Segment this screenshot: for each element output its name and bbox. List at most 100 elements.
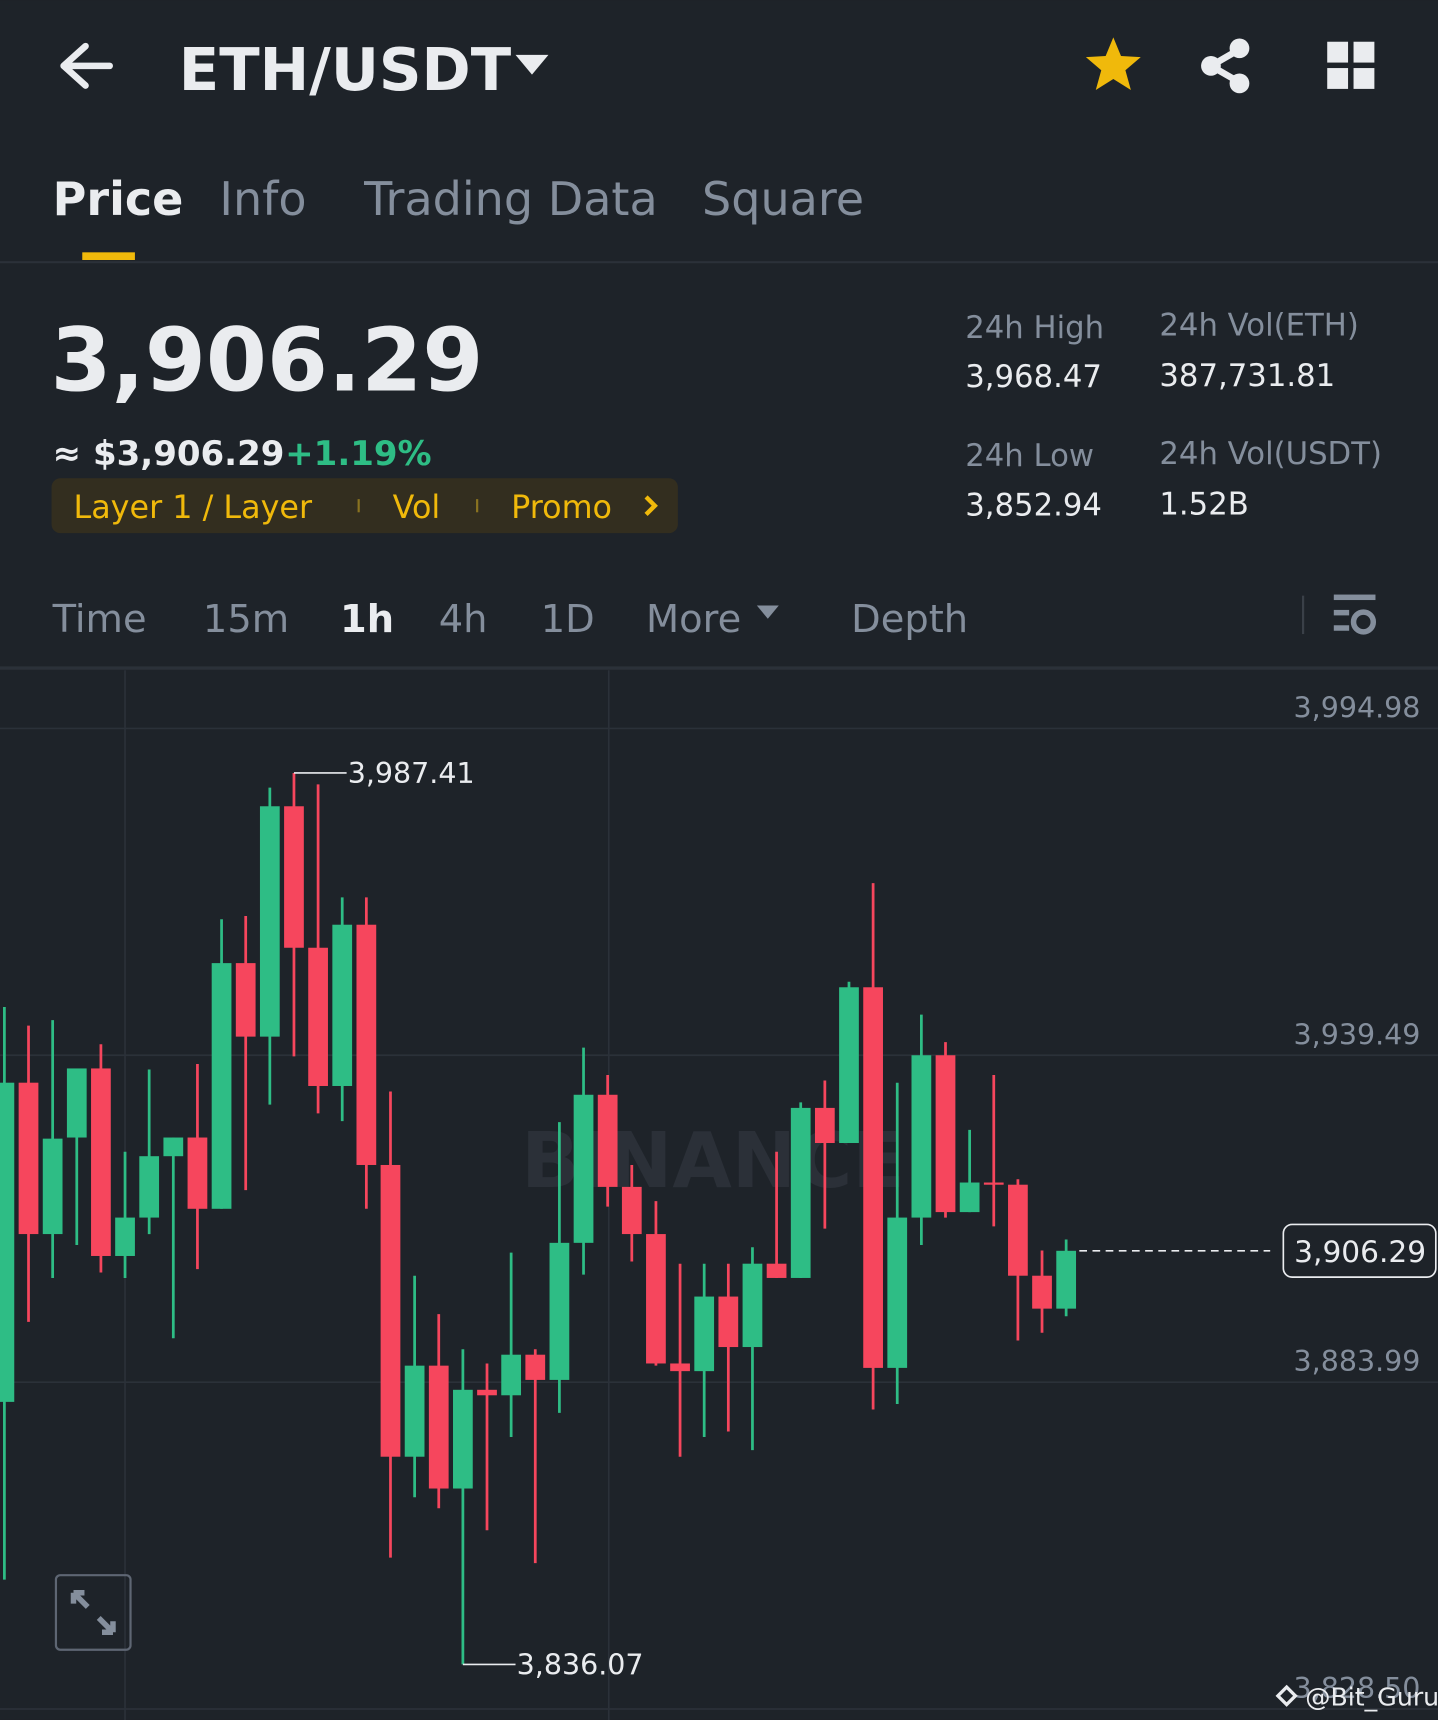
tag-background (51, 478, 678, 534)
candle-body (308, 947, 328, 1086)
tag-chevron (644, 495, 658, 517)
candle-body (332, 924, 353, 1086)
candle-body (597, 1094, 618, 1187)
stat-value: 3,968.47 (965, 359, 1102, 395)
tab[interactable]: Price (53, 172, 184, 226)
candle-body (0, 1082, 15, 1402)
candle-body (187, 1137, 208, 1209)
expand-button[interactable] (54, 1574, 132, 1651)
candle-body (839, 987, 859, 1144)
candle-body (356, 924, 377, 1165)
interval[interactable]: Time (52, 597, 147, 642)
pair-title[interactable]: ETH/USDT (179, 35, 512, 104)
candle-body (235, 963, 256, 1037)
back-button[interactable] (60, 42, 113, 89)
stat-label: 24h Low (965, 438, 1094, 474)
grid-cell (1353, 41, 1375, 63)
more-dropdown[interactable] (756, 605, 779, 619)
candle-body (766, 1263, 787, 1278)
credit: @Bit_Guru (1305, 1683, 1438, 1712)
settings-bar (1333, 625, 1350, 631)
share-dot (1229, 73, 1250, 94)
chart-settings[interactable] (1333, 594, 1377, 635)
candle-body (501, 1354, 522, 1396)
candle-body (1032, 1275, 1052, 1309)
price-change: +1.19% (285, 434, 431, 474)
share-button[interactable] (1201, 38, 1250, 94)
candle-body (790, 1107, 811, 1278)
low-label: 3,836.07 (517, 1648, 644, 1681)
candle-body (935, 1055, 956, 1213)
share-dot (1229, 38, 1250, 59)
last-price-label: 3,906.29 (1294, 1235, 1426, 1269)
candle-body (549, 1242, 570, 1380)
candle-body (742, 1263, 763, 1348)
y-tick-label: 3,828.50 (1294, 1672, 1421, 1705)
expand-icon (70, 1589, 116, 1635)
tab[interactable]: Trading Data (363, 172, 658, 226)
tag: Vol (393, 489, 441, 526)
y-tick-label: 3,883.99 (1294, 1345, 1421, 1378)
candle-body (380, 1164, 401, 1457)
share-dot (1201, 55, 1221, 76)
tab-indicator (82, 252, 135, 261)
candle-body (670, 1363, 690, 1372)
tag: Layer 1 / Layer (73, 489, 312, 526)
candle-body (115, 1217, 135, 1256)
candle-body (284, 806, 304, 948)
pair-dropdown[interactable] (515, 54, 549, 75)
last-price: 3,906.29 (50, 310, 483, 412)
candle-body (814, 1107, 835, 1144)
tag-bar[interactable]: Layer 1 / Layer Vol Promo (51, 478, 678, 534)
grid-cell (1327, 68, 1349, 89)
candle-body (428, 1365, 449, 1489)
candle-body (525, 1354, 546, 1380)
interval[interactable]: Depth (851, 597, 968, 642)
candle-body (887, 1217, 908, 1368)
candle-body (646, 1234, 666, 1364)
candlestick-chart: BINANCE3,987.413,836.073,994.983,939.493… (0, 691, 1438, 1710)
candle-body (477, 1389, 497, 1396)
y-tick-label: 3,994.98 (1294, 691, 1421, 724)
stat-label: 24h Vol(USDT) (1159, 436, 1382, 472)
candle-body (911, 1055, 932, 1218)
usd-price: ≈ $3,906.29 (53, 434, 285, 474)
candle-body (694, 1296, 715, 1372)
candle-body (211, 963, 232, 1209)
tag: Promo (511, 489, 612, 526)
stat-value: 1.52B (1159, 486, 1248, 522)
candle-body (573, 1094, 594, 1243)
interval[interactable]: 15m (203, 597, 289, 642)
last-price-box (1282, 1223, 1437, 1278)
stat-value: 387,731.81 (1159, 358, 1335, 394)
candle-body (66, 1068, 87, 1138)
stat-label: 24h High (965, 310, 1104, 346)
interval[interactable]: 1D (541, 597, 595, 642)
settings-gear (1350, 609, 1377, 635)
back-arrow (60, 42, 113, 89)
interval[interactable]: 4h (439, 597, 488, 642)
y-tick-label: 3,939.49 (1294, 1018, 1421, 1051)
candle-body (453, 1389, 473, 1489)
interval[interactable]: 1h (340, 597, 394, 642)
settings-bar (1333, 609, 1350, 616)
candle-body (1008, 1184, 1028, 1276)
interval[interactable]: More (646, 597, 741, 642)
candle-body (404, 1365, 425, 1457)
candle-body (163, 1137, 184, 1157)
grid-cell (1327, 41, 1349, 63)
tab[interactable]: Info (219, 172, 306, 226)
candle-body (18, 1082, 39, 1235)
candle-body (863, 987, 883, 1368)
candle-body (718, 1296, 739, 1348)
menu-grid[interactable] (1327, 41, 1375, 89)
stat-label: 24h Vol(ETH) (1159, 308, 1358, 344)
high-label: 3,987.41 (348, 757, 475, 790)
favorite-star[interactable] (1085, 37, 1141, 90)
tab[interactable]: Square (702, 172, 864, 226)
candle-body (983, 1182, 1004, 1185)
